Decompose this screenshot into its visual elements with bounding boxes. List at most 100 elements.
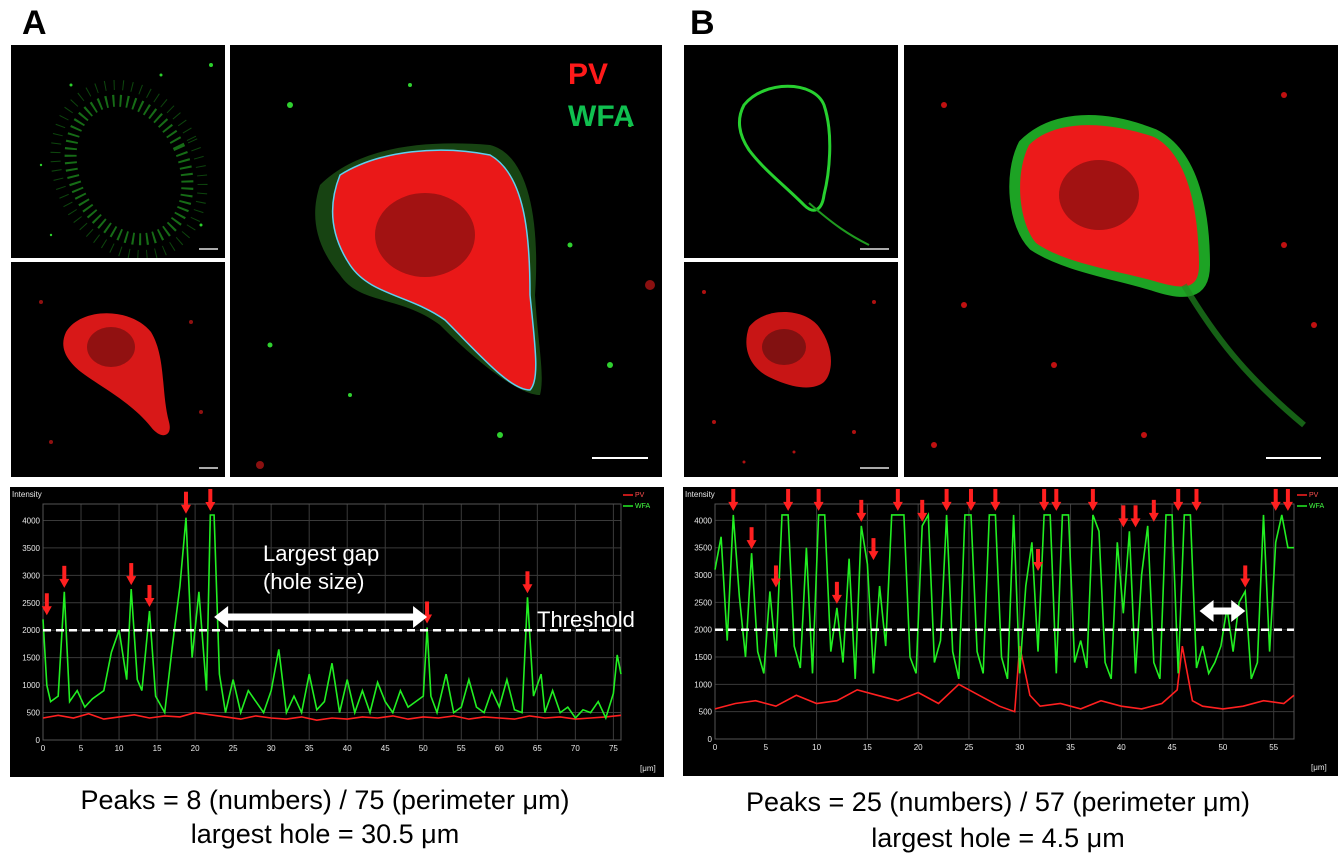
peak-arrow-head bbox=[868, 551, 879, 561]
y-tick-label: 2000 bbox=[694, 626, 712, 635]
x-tick-label: 10 bbox=[812, 743, 821, 752]
wfa-overlay-label: WFA bbox=[568, 100, 635, 133]
y-tick-label: 1500 bbox=[22, 654, 40, 663]
x-tick-label: 70 bbox=[571, 744, 580, 753]
peak-arrow-head bbox=[917, 512, 928, 522]
peak-arrow-head bbox=[1033, 562, 1044, 572]
x-tick-label: 5 bbox=[764, 743, 769, 752]
wfa-channel-image-b bbox=[684, 45, 898, 258]
peak-arrow-head bbox=[728, 501, 739, 511]
y-tick-label: 3000 bbox=[694, 571, 712, 580]
peak-arrow-head bbox=[783, 501, 794, 511]
peak-arrow-head bbox=[1118, 518, 1129, 528]
plot-area: 0 5 10 15 20 25 30 35 40 45 50 55 60 65 70 75 0 500 1000 15… bbox=[22, 488, 622, 753]
x-tick-label: 15 bbox=[863, 743, 872, 752]
x-tick-label: 20 bbox=[191, 744, 200, 753]
peak-arrow-head bbox=[180, 504, 191, 514]
caption-a-line2: largest hole = 30.5 μm bbox=[190, 819, 460, 849]
x-axis-unit: [μm] bbox=[640, 764, 656, 773]
series-line-wfa bbox=[714, 512, 1294, 680]
y-tick-label: 3500 bbox=[694, 544, 712, 553]
peak-arrow-head bbox=[813, 501, 824, 511]
peak-arrow-head bbox=[1191, 501, 1202, 511]
y-tick-label: 2000 bbox=[22, 626, 40, 635]
peak-arrow-head bbox=[1051, 501, 1062, 511]
x-tick-label: 15 bbox=[153, 744, 162, 753]
merged-image-a: PV WFA bbox=[230, 45, 662, 477]
peak-arrow-head bbox=[965, 501, 976, 511]
x-tick-label: 35 bbox=[1066, 743, 1075, 752]
y-tick-label: 4000 bbox=[694, 516, 712, 525]
x-tick-label: 10 bbox=[115, 744, 124, 753]
peak-arrow-head bbox=[990, 501, 1001, 511]
peak-arrow-head bbox=[1173, 501, 1184, 511]
x-tick-label: 55 bbox=[457, 744, 466, 753]
plot-area: 0 5 10 15 20 25 30 35 40 45 50 55 0 500 1000 1500 2000 25… bbox=[694, 488, 1295, 752]
y-tick-label: 0 bbox=[708, 735, 713, 744]
legend-pv: PV bbox=[635, 492, 645, 499]
gap-arrow-head-left bbox=[214, 606, 229, 628]
legend-wfa: WFA bbox=[1309, 503, 1324, 510]
peak-arrow-head bbox=[746, 540, 757, 550]
peak-arrow-head bbox=[144, 598, 155, 608]
legend: PV WFA bbox=[1297, 492, 1324, 510]
x-tick-label: 45 bbox=[1168, 743, 1177, 752]
x-axis-unit: [μm] bbox=[1311, 763, 1327, 772]
intensity-chart-a: 0 5 10 15 20 25 30 35 40 45 50 55 60 65 70 75 0 500 1000 15… bbox=[10, 487, 664, 777]
intensity-chart-b: 0 5 10 15 20 25 30 35 40 45 50 55 0 500 1000 1500 2000 25… bbox=[683, 487, 1338, 776]
peak-arrow-head bbox=[856, 512, 867, 522]
panel-letter-a: A bbox=[22, 4, 47, 42]
x-tick-label: 50 bbox=[419, 744, 428, 753]
peak-arrow-head bbox=[1087, 501, 1098, 511]
y-tick-label: 3000 bbox=[22, 571, 40, 580]
peak-arrow-head bbox=[126, 576, 137, 586]
peak-arrow-head bbox=[1130, 518, 1141, 528]
series-line-wfa bbox=[42, 514, 622, 721]
caption-a-line1: Peaks = 8 (numbers) / 75 (perimeter μm) bbox=[80, 785, 570, 815]
peak-arrow-head bbox=[892, 501, 903, 511]
x-tick-label: 25 bbox=[964, 743, 973, 752]
y-tick-label: 2500 bbox=[694, 598, 712, 607]
peak-arrow-head bbox=[1039, 501, 1050, 511]
x-tick-label: 60 bbox=[495, 744, 504, 753]
legend: PV WFA bbox=[623, 492, 650, 510]
caption-b-line2: largest hole = 4.5 μm bbox=[871, 823, 1125, 853]
peak-arrow-head bbox=[41, 606, 52, 616]
wfa-channel-image-a bbox=[11, 45, 225, 258]
y-tick-label: 500 bbox=[27, 709, 41, 718]
x-tick-label: 20 bbox=[914, 743, 923, 752]
x-tick-label: 0 bbox=[41, 744, 46, 753]
series-line-pv bbox=[42, 711, 622, 722]
peak-arrow-head bbox=[1240, 578, 1251, 588]
peak-arrow-head bbox=[205, 501, 216, 511]
plot-frame bbox=[714, 503, 1295, 740]
gap-arrow-head-left bbox=[1199, 600, 1214, 622]
series-line-pv bbox=[714, 645, 1295, 713]
x-tick-label: 50 bbox=[1218, 743, 1227, 752]
y-axis-header: Intensity bbox=[12, 490, 42, 499]
y-tick-label: 1000 bbox=[22, 681, 40, 690]
y-tick-label: 4000 bbox=[22, 516, 40, 525]
y-tick-label: 3500 bbox=[22, 544, 40, 553]
peak-arrow-head bbox=[1270, 501, 1281, 511]
y-tick-label: 500 bbox=[699, 708, 713, 717]
x-tick-label: 65 bbox=[533, 744, 542, 753]
x-tick-label: 30 bbox=[1015, 743, 1024, 752]
panel-letter-b: B bbox=[690, 4, 715, 42]
legend-pv: PV bbox=[1309, 492, 1319, 499]
gap-arrow-head-right bbox=[413, 606, 428, 628]
peak-arrow-head bbox=[770, 578, 781, 588]
x-tick-label: 25 bbox=[229, 744, 238, 753]
x-tick-label: 40 bbox=[343, 744, 352, 753]
peak-arrow-head bbox=[941, 501, 952, 511]
x-tick-label: 0 bbox=[713, 743, 718, 752]
x-tick-label: 40 bbox=[1117, 743, 1126, 752]
x-tick-label: 75 bbox=[609, 744, 618, 753]
peak-arrow-head bbox=[1148, 512, 1159, 522]
y-tick-label: 2500 bbox=[22, 599, 40, 608]
pv-channel-image-a bbox=[11, 262, 225, 477]
peak-arrow-head bbox=[1282, 501, 1293, 511]
peak-arrow-head bbox=[522, 584, 533, 594]
merged-image-b bbox=[904, 45, 1338, 477]
gap-label-line1: Largest gap bbox=[263, 541, 379, 566]
